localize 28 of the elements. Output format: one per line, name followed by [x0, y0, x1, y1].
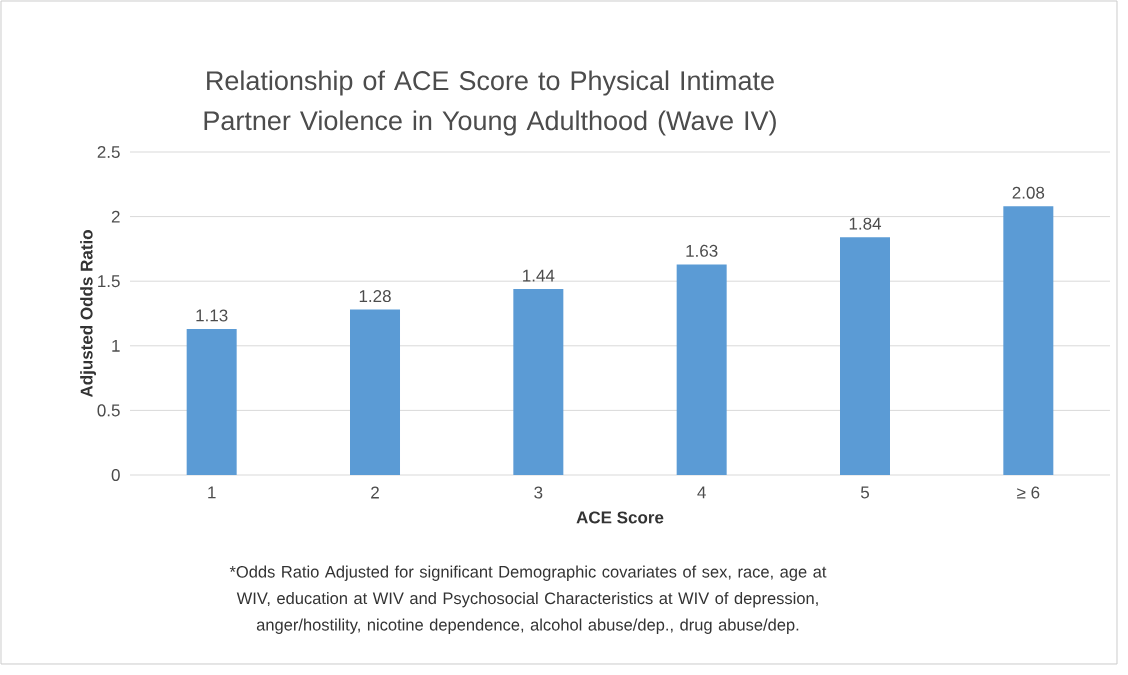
y-tick-label: 0	[111, 468, 120, 482]
y-tick-label: 1.5	[98, 275, 120, 288]
data-label: 1.28	[359, 290, 391, 303]
x-tick-label: 5	[860, 486, 870, 499]
bar	[513, 288, 564, 475]
bar	[186, 328, 237, 475]
y-tick-label: 1	[112, 339, 120, 352]
bar	[840, 237, 890, 475]
bar	[350, 309, 401, 475]
x-axis-title: ACE Score	[576, 511, 664, 524]
x-tick-label: 4	[697, 486, 706, 499]
y-tick-label: 0.5	[97, 404, 120, 417]
y-axis-title: Adjusted Odds Ratio	[80, 230, 96, 398]
x-tick-label: ≥ 6	[1017, 486, 1040, 499]
y-tick-label: 2	[111, 210, 120, 223]
data-label: 2.08	[1012, 186, 1045, 199]
data-label: 1.44	[523, 269, 555, 282]
bar	[676, 264, 727, 475]
bar	[1003, 206, 1054, 475]
y-tick-label: 2.5	[97, 145, 120, 159]
data-label: 1.13	[196, 309, 228, 322]
data-label: 1.84	[849, 217, 882, 230]
chart-title: Relationship of ACE Score to Physical Intimate Partner Violence in Young Adulthood (Wave IV)	[204, 70, 776, 136]
text: *Odds Ratio Adjusted for significant Demographic covariates of sex, race, age at WIV, education at WIV and Psychosocial Characteristics at WIV of depression, anger/hostility, nicotine dependence, alcohol abuse/dep., drug abuse/dep.	[229, 565, 827, 634]
x-tick-label: 1	[208, 486, 216, 499]
x-tick-label: 3	[534, 486, 543, 499]
x-tick-label: 2	[371, 486, 379, 499]
data-label: 1.63	[686, 244, 718, 257]
